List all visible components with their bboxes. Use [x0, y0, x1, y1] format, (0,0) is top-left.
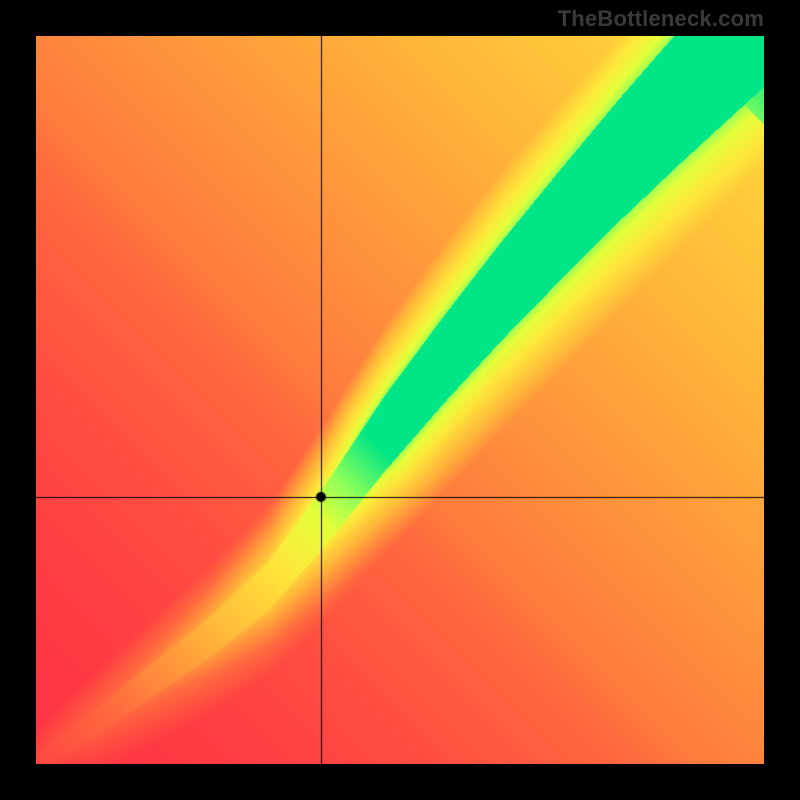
watermark-text: TheBottleneck.com: [558, 6, 764, 32]
bottleneck-heatmap: [36, 36, 764, 764]
crosshair-overlay: [36, 36, 764, 764]
